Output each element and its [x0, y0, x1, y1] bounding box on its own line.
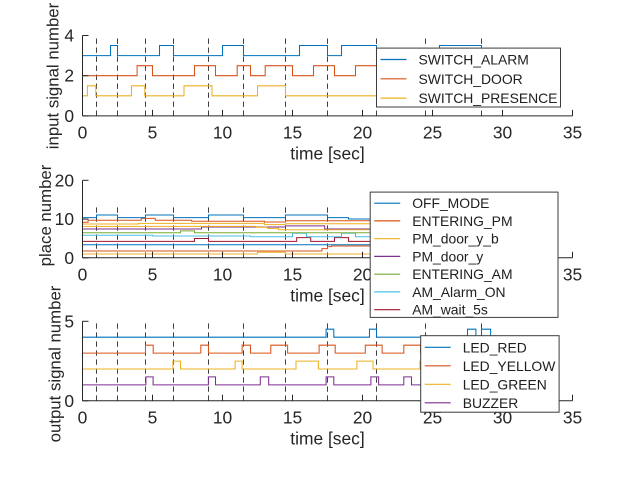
svg-text:5: 5 [148, 407, 158, 427]
svg-text:time [sec]: time [sec] [290, 285, 364, 305]
svg-text:30: 30 [493, 122, 512, 142]
svg-text:0: 0 [78, 407, 88, 427]
svg-text:20: 20 [55, 170, 74, 190]
svg-text:time [sec]: time [sec] [290, 143, 364, 163]
svg-text:OFF_MODE: OFF_MODE [412, 195, 489, 211]
svg-text:10: 10 [213, 407, 232, 427]
svg-text:input signal number: input signal number [44, 2, 63, 149]
svg-text:SWITCH_ALARM: SWITCH_ALARM [419, 52, 529, 68]
svg-text:PM_door_y_b: PM_door_y_b [412, 231, 499, 247]
svg-text:20: 20 [353, 264, 372, 284]
svg-text:LED_YELLOW: LED_YELLOW [463, 358, 557, 374]
svg-text:time [sec]: time [sec] [290, 428, 364, 448]
svg-text:0: 0 [64, 248, 74, 268]
svg-text:ENTERING_PM: ENTERING_PM [412, 213, 512, 229]
svg-text:10: 10 [213, 122, 232, 142]
svg-text:0: 0 [64, 106, 74, 126]
svg-text:0: 0 [78, 264, 88, 284]
svg-text:LED_GREEN: LED_GREEN [463, 376, 547, 392]
svg-text:4: 4 [64, 26, 74, 46]
svg-text:10: 10 [55, 209, 74, 229]
svg-text:5: 5 [148, 264, 158, 284]
svg-text:20: 20 [353, 407, 372, 427]
svg-text:PM_door_y: PM_door_y [412, 248, 483, 264]
svg-text:place number: place number [36, 164, 55, 266]
svg-text:BUZZER: BUZZER [463, 395, 519, 411]
svg-text:10: 10 [213, 264, 232, 284]
svg-text:SWITCH_DOOR: SWITCH_DOOR [419, 71, 523, 87]
svg-text:AM_Alarm_ON: AM_Alarm_ON [412, 284, 505, 300]
svg-text:SWITCH_PRESENCE: SWITCH_PRESENCE [419, 90, 558, 106]
svg-text:2: 2 [64, 66, 74, 86]
svg-text:0: 0 [78, 122, 88, 142]
svg-text:20: 20 [353, 122, 372, 142]
svg-text:25: 25 [423, 122, 442, 142]
svg-text:35: 35 [563, 122, 582, 142]
svg-text:0: 0 [64, 391, 74, 411]
svg-text:5: 5 [64, 311, 74, 331]
svg-text:35: 35 [563, 407, 582, 427]
svg-text:5: 5 [148, 122, 158, 142]
svg-text:LED_RED: LED_RED [463, 339, 527, 355]
svg-text:15: 15 [283, 264, 302, 284]
svg-text:15: 15 [283, 122, 302, 142]
svg-text:output signal number: output signal number [46, 285, 65, 442]
svg-text:ENTERING_AM: ENTERING_AM [412, 266, 512, 282]
svg-text:35: 35 [563, 264, 582, 284]
svg-text:15: 15 [283, 407, 302, 427]
svg-text:AM_wait_5s: AM_wait_5s [412, 302, 488, 318]
